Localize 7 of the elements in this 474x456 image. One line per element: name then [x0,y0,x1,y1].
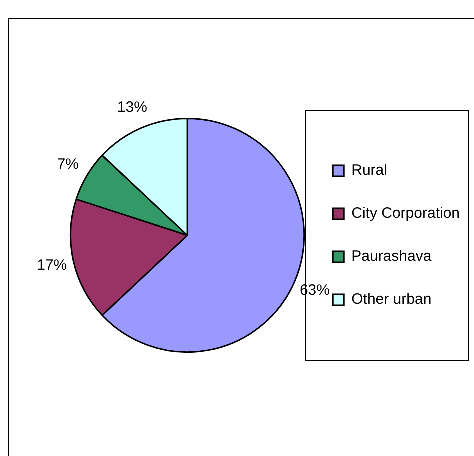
legend-label: Paurashava [352,248,432,266]
data-label: 17% [37,256,68,274]
legend-label: Rural [352,162,388,180]
legend-label: City Corporation [352,205,460,222]
data-label: 7% [57,156,79,173]
legend-label: Other urban [352,291,432,308]
data-label: 13% [117,99,148,116]
